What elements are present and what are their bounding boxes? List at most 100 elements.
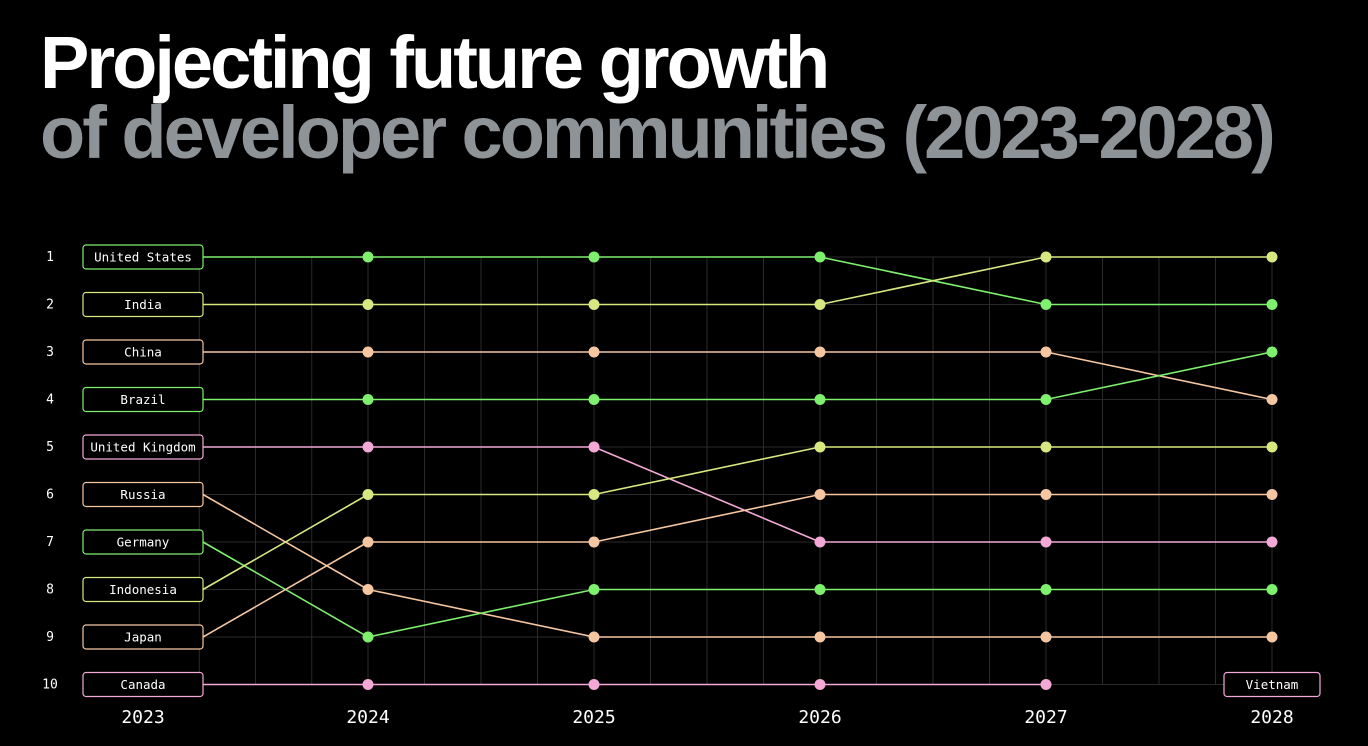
- data-point-brazil: [362, 394, 374, 405]
- title-line-2: of developer communities (2023-2028): [40, 91, 1276, 174]
- data-point-india: [814, 299, 826, 310]
- series-label-japan: Japan: [82, 624, 204, 650]
- data-point-united-kingdom: [1266, 536, 1278, 548]
- x-tick-label: 2024: [346, 707, 389, 728]
- rank-tick-label: 2: [46, 298, 54, 313]
- data-point-japan: [1040, 489, 1052, 500]
- series-labels: United States India China Brazil United King…: [82, 244, 1321, 698]
- series-label-box: [82, 481, 204, 508]
- data-point-united-states: [1266, 299, 1278, 310]
- data-point-brazil: [1040, 394, 1052, 405]
- rank-tick-label: 9: [46, 630, 54, 645]
- series-label-box: [1223, 671, 1321, 698]
- x-tick-label: 2028: [1250, 707, 1293, 728]
- series-label-indonesia: Indonesia: [82, 576, 204, 603]
- data-point-india: [1266, 251, 1278, 263]
- series-label-india: India: [82, 291, 204, 318]
- data-point-germany: [1266, 584, 1278, 595]
- x-tick-label: 2026: [798, 707, 841, 728]
- series-label-united-states: United States: [82, 244, 204, 270]
- data-point-germany: [362, 631, 374, 643]
- series-lines: [202, 256, 1273, 686]
- data-point-china: [1266, 394, 1278, 405]
- data-point-china: [814, 346, 826, 358]
- chart-axes: 1 2 3 4 5 6 7 8 9 10 2023 2024 2025 2026 2027 2028: [42, 250, 1294, 728]
- data-point-indonesia: [1040, 441, 1052, 453]
- series-label-box: [82, 434, 204, 460]
- series-label-box: [82, 529, 204, 555]
- data-point-japan: [362, 536, 374, 548]
- series-label-text: United States: [94, 250, 192, 265]
- data-point-brazil: [814, 394, 826, 405]
- series-label-text: Japan: [124, 630, 162, 645]
- rank-tick-label: 6: [46, 488, 54, 503]
- series-label-box: [82, 671, 204, 698]
- data-point-china: [362, 346, 374, 358]
- series-line-united-kingdom: [593, 446, 821, 543]
- series-label-text: Germany: [117, 535, 170, 550]
- series-label-box: [82, 291, 204, 318]
- rank-tick-label: 7: [46, 535, 54, 550]
- rank-tick-label: 8: [46, 583, 54, 598]
- series-label-text: Brazil: [120, 392, 165, 407]
- series-label-text: India: [124, 297, 162, 312]
- series-label-russia: Russia: [82, 481, 204, 508]
- series-label-canada: Canada: [82, 671, 204, 698]
- series-label-box: [82, 576, 204, 603]
- data-point-united-states: [814, 251, 826, 263]
- data-point-india: [588, 299, 600, 310]
- data-point-indonesia: [588, 489, 600, 500]
- rank-tick-label: 5: [46, 440, 54, 455]
- series-label-china: China: [82, 339, 204, 365]
- series-label-text: Vietnam: [1246, 677, 1299, 692]
- series-label-text: Russia: [120, 487, 165, 502]
- series-label-vietnam: Vietnam: [1223, 671, 1321, 698]
- series-line-india: [819, 256, 1047, 306]
- rank-tick-label: 4: [46, 393, 54, 408]
- rank-tick-label: 10: [42, 678, 58, 693]
- series-label-box: [82, 244, 204, 270]
- data-point-united-kingdom: [362, 441, 374, 453]
- data-point-germany: [1040, 584, 1052, 595]
- data-point-germany: [814, 584, 826, 595]
- series-label-text: China: [124, 345, 162, 360]
- rank-tick-label: 3: [46, 345, 54, 360]
- data-point-united-states: [1040, 299, 1052, 310]
- data-point-russia: [1266, 631, 1278, 643]
- data-point-india: [362, 299, 374, 310]
- series-label-box: [82, 386, 204, 413]
- series-label-united-kingdom: United Kingdom: [82, 434, 204, 460]
- data-point-china: [588, 346, 600, 358]
- data-point-brazil: [588, 394, 600, 405]
- data-point-russia: [362, 584, 374, 595]
- series-label-brazil: Brazil: [82, 386, 204, 413]
- data-point-united-states: [362, 251, 374, 263]
- series-points: [362, 251, 1278, 690]
- series-line-brazil: [1045, 351, 1273, 401]
- data-point-india: [1040, 251, 1052, 263]
- data-point-china: [1040, 346, 1052, 358]
- data-point-united-kingdom: [1040, 536, 1052, 548]
- x-tick-label: 2023: [121, 707, 164, 728]
- series-line-japan: [202, 541, 369, 638]
- data-point-indonesia: [362, 489, 374, 500]
- rank-tick-label: 1: [46, 250, 54, 265]
- data-point-russia: [588, 631, 600, 643]
- series-label-box: [82, 624, 204, 650]
- x-tick-label: 2025: [572, 707, 615, 728]
- chart-grid: [198, 256, 1273, 685]
- series-line-germany: [367, 588, 595, 638]
- series-line-indonesia: [593, 446, 821, 496]
- data-point-canada: [1040, 679, 1052, 690]
- data-point-japan: [814, 489, 826, 500]
- data-point-canada: [588, 679, 600, 690]
- data-point-japan: [588, 536, 600, 548]
- x-tick-label: 2027: [1024, 707, 1067, 728]
- series-label-text: Indonesia: [109, 582, 177, 597]
- data-point-japan: [1266, 489, 1278, 500]
- series-line-indonesia: [202, 493, 369, 591]
- series-label-box: [82, 339, 204, 365]
- data-point-united-states: [588, 251, 600, 263]
- data-point-indonesia: [814, 441, 826, 453]
